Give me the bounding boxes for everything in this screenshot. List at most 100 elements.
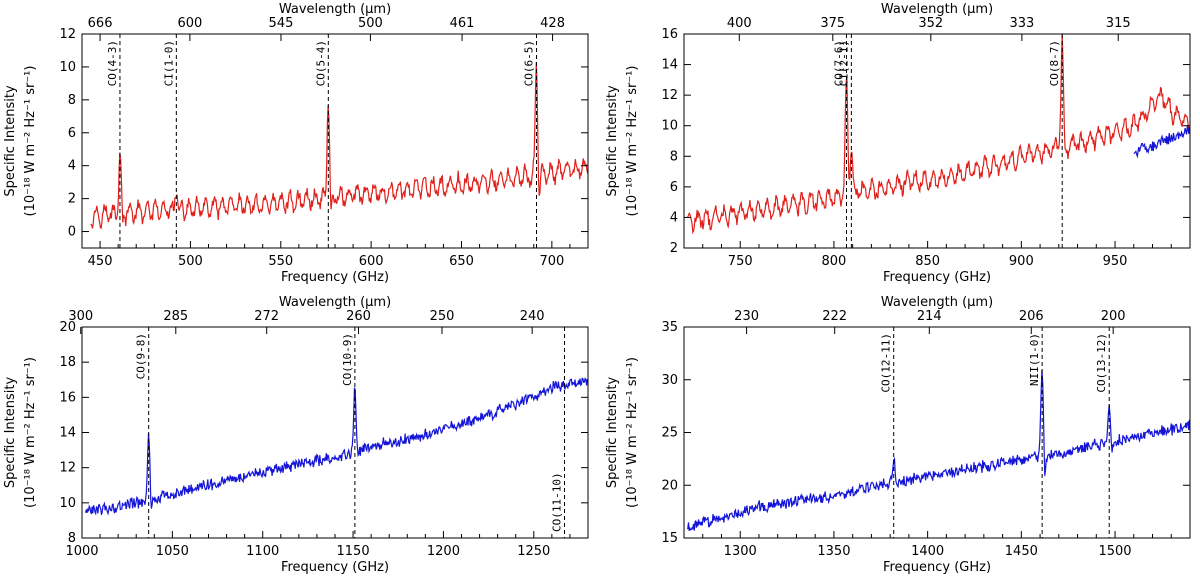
- x-tick-label: 1250: [517, 544, 550, 559]
- y-tick-label: 4: [670, 210, 678, 225]
- top-tick-label: 200: [1101, 309, 1126, 324]
- panel-bottom-left: CO(9-8) CO(10-9) CO(11-10) 1000 1050 1100 1150…: [3, 295, 589, 575]
- top-tick-label: 600: [177, 16, 202, 31]
- top-axis-title: Wavelength (μm): [881, 2, 993, 17]
- top-tick-label: 250: [430, 309, 455, 324]
- x-tick-label: 1150: [337, 544, 370, 559]
- x-tick-label: 1100: [246, 544, 279, 559]
- panel-top-right: CO(7-6)CI(2-1) CO(8-7) 750 800 850 900 950 400 3…: [605, 2, 1191, 285]
- top-tick-label: 500: [358, 16, 383, 31]
- y-tick-label: 2: [670, 241, 678, 256]
- x-axis-title: Frequency (GHz): [883, 270, 991, 285]
- x-tick-label: 1350: [817, 544, 850, 559]
- x-axis-title: Frequency (GHz): [883, 560, 991, 575]
- series-line-ssw-spectrum: [85, 377, 588, 516]
- y-tick-label: 12: [59, 27, 76, 42]
- line-marker-label: CO(5-4): [314, 40, 327, 86]
- x-tick-label: 1050: [156, 544, 189, 559]
- y-tick-label: 30: [661, 373, 678, 388]
- y-tick-label: 6: [68, 126, 76, 141]
- x-tick-label: 1200: [427, 544, 460, 559]
- x-axis-title: Frequency (GHz): [281, 270, 389, 285]
- line-marker-label: CO(7-6): [832, 40, 845, 86]
- line-marker-label: CO(12-11): [880, 333, 893, 393]
- x-tick-label: 550: [268, 254, 293, 269]
- y-axis-units: (10⁻¹⁸ W m⁻² Hz⁻¹ sr⁻¹): [625, 357, 640, 508]
- series-line-ssw-spectrum: [687, 370, 1190, 531]
- top-tick-label: 206: [1019, 309, 1044, 324]
- x-tick-label: 1000: [65, 544, 98, 559]
- top-tick-label: 214: [917, 309, 942, 324]
- y-tick-label: 10: [59, 496, 76, 511]
- x-tick-label: 950: [1103, 254, 1128, 269]
- top-tick-label: 272: [254, 309, 279, 324]
- panel-top-left: CO(4-3) CI(1-0) CO(5-4) CO(6-5) 450 500 550 600…: [3, 2, 589, 285]
- top-tick-label: 352: [918, 16, 943, 31]
- y-tick-label: 12: [59, 461, 76, 476]
- y-tick-label: 20: [59, 320, 76, 335]
- y-tick-label: 8: [670, 149, 678, 164]
- top-tick-label: 545: [269, 16, 294, 31]
- line-marker-label: CI(2-1): [837, 40, 850, 86]
- x-tick-label: 450: [88, 254, 113, 269]
- y-tick-label: 10: [661, 119, 678, 134]
- y-tick-label: 25: [661, 426, 678, 441]
- y-tick-label: 20: [661, 478, 678, 493]
- y-axis-units: (10⁻¹⁸ W m⁻² Hz⁻¹ sr⁻¹): [625, 66, 640, 217]
- y-tick-label: 6: [670, 180, 678, 195]
- panel-bottom-right: CO(12-11) NII(1-0) CO(13-12) 1300 1350 1400 14…: [605, 295, 1191, 575]
- y-axis-units: (10⁻¹⁸ W m⁻² Hz⁻¹ sr⁻¹): [23, 66, 38, 217]
- plot-frame: [81, 326, 589, 539]
- top-axis-title: Wavelength (μm): [279, 295, 391, 310]
- top-axis-title: Wavelength (μm): [279, 2, 391, 17]
- y-tick-label: 35: [661, 320, 678, 335]
- top-tick-label: 666: [88, 16, 113, 31]
- y-axis-title: Specific Intensity: [3, 377, 18, 489]
- y-axis-units: (10⁻¹⁸ W m⁻² Hz⁻¹ sr⁻¹): [23, 357, 38, 508]
- line-marker-label: CO(4-3): [106, 40, 119, 86]
- x-axis-title: Frequency (GHz): [281, 560, 389, 575]
- line-marker-label: CO(10-9): [341, 333, 354, 386]
- x-tick-label: 650: [449, 254, 474, 269]
- line-marker-label: CO(11-10): [551, 472, 564, 532]
- x-tick-label: 850: [915, 254, 940, 269]
- y-tick-label: 8: [68, 531, 76, 546]
- x-tick-label: 1300: [724, 544, 757, 559]
- y-tick-label: 4: [68, 159, 76, 174]
- top-tick-label: 461: [450, 16, 475, 31]
- series-line-ssw-spectrum: [1133, 126, 1190, 159]
- line-marker-label: CI(1-0): [162, 40, 175, 86]
- top-tick-label: 315: [1106, 16, 1131, 31]
- line-marker-label: NII(1-0): [1028, 333, 1041, 386]
- y-tick-label: 14: [59, 426, 76, 441]
- x-tick-label: 1400: [911, 544, 944, 559]
- top-tick-label: 230: [734, 309, 759, 324]
- y-tick-label: 18: [59, 355, 76, 370]
- top-tick-label: 428: [540, 16, 565, 31]
- line-marker-label: CO(13-12): [1095, 333, 1108, 393]
- top-tick-label: 260: [346, 309, 371, 324]
- y-tick-label: 16: [59, 390, 76, 405]
- line-marker-label: CO(6-5): [522, 40, 535, 86]
- top-tick-label: 285: [163, 309, 188, 324]
- top-tick-label: 222: [822, 309, 847, 324]
- x-tick-label: 750: [728, 254, 753, 269]
- top-tick-label: 333: [1009, 16, 1034, 31]
- y-tick-label: 12: [661, 88, 678, 103]
- y-axis-title: Specific Intensity: [3, 85, 18, 197]
- plot-frame: [683, 33, 1191, 249]
- x-tick-label: 1450: [1005, 544, 1038, 559]
- y-tick-label: 2: [68, 192, 76, 207]
- y-tick-label: 8: [68, 93, 76, 108]
- y-tick-label: 15: [661, 531, 678, 546]
- x-tick-label: 900: [1009, 254, 1034, 269]
- x-tick-label: 1500: [1098, 544, 1131, 559]
- y-tick-label: 0: [68, 225, 76, 240]
- series-line-slw-spectrum: [687, 34, 1190, 235]
- top-tick-label: 300: [68, 309, 93, 324]
- top-tick-label: 400: [727, 16, 752, 31]
- y-tick-label: 16: [661, 27, 678, 42]
- x-tick-label: 800: [822, 254, 847, 269]
- x-tick-label: 600: [359, 254, 384, 269]
